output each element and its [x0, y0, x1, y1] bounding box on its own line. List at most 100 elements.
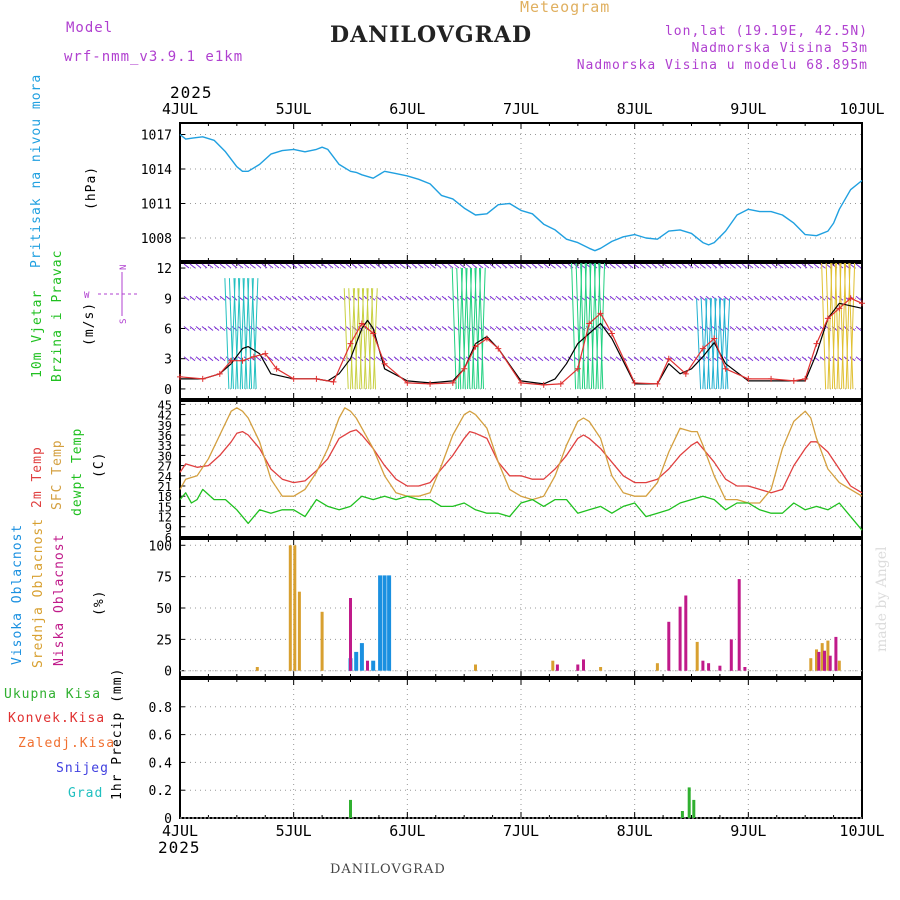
wind-barb [801, 326, 808, 331]
cloud-low-bar [684, 595, 688, 671]
wind-gust-marker [313, 375, 320, 382]
y-tick-label: 75 [156, 571, 172, 586]
wind-barb [273, 295, 280, 301]
wind-arrow [843, 262, 849, 389]
wind-barb [765, 263, 772, 269]
wind-barb [483, 295, 490, 301]
wind-gust-marker [347, 340, 354, 347]
wind-barb [255, 356, 262, 362]
panel-1: 0 3 6 9 12 [156, 262, 863, 400]
wind-barb [615, 356, 622, 362]
wind-barb [483, 356, 490, 362]
wind-barb [195, 295, 202, 301]
wind-barb [441, 326, 448, 331]
cloud-low-bar [737, 579, 741, 671]
footer-title: DANILOVGRAD [330, 862, 446, 877]
wind-barb [363, 263, 370, 269]
wind-barb [777, 356, 784, 362]
wind-barb [759, 295, 766, 301]
y-tick-label: 50 [156, 602, 172, 617]
cloud-high-bar [387, 575, 392, 671]
wind-barb [693, 295, 700, 301]
wind-barb [201, 295, 208, 301]
cloud-low-bar [823, 650, 826, 671]
wind-barb [615, 295, 622, 301]
wind-barb [831, 356, 838, 362]
wind-arrow [456, 268, 462, 389]
wind-barb [825, 263, 832, 269]
wind-barb [447, 263, 454, 269]
wind-barb [651, 263, 658, 269]
wind-barb [393, 356, 400, 362]
precip-total-bar [687, 787, 691, 818]
cloud-low-bar [667, 621, 671, 671]
panel-frame [179, 400, 863, 538]
wind-barb [651, 295, 658, 301]
precip-total-bar [680, 811, 684, 818]
wind-barb [381, 295, 388, 301]
wind-barb [195, 263, 202, 269]
precip-total-bar [349, 799, 352, 818]
wind-barb [759, 263, 766, 269]
wind-barb [375, 326, 382, 331]
wind-arrow [371, 288, 377, 389]
wind-arrow [584, 262, 590, 389]
wind-gust-marker [711, 335, 718, 342]
cloud-low-bar [729, 639, 733, 671]
y-tick-label: 9 [165, 521, 172, 535]
wind-barb [339, 356, 346, 362]
wind-arrow [238, 278, 244, 389]
wind-barb [549, 326, 556, 331]
y-tick-label: 36 [158, 429, 172, 443]
wind-barb [627, 326, 634, 331]
wind-barb [855, 326, 862, 331]
wind-barb [495, 263, 502, 269]
wind-arrow [228, 278, 234, 389]
wind-barb [285, 356, 292, 362]
wind-barb [807, 295, 814, 301]
wind-arrow [357, 288, 363, 389]
y-tick-label: 15 [158, 500, 172, 514]
wind-gust-marker [597, 310, 604, 317]
wind-barb [855, 295, 862, 301]
wind-arrow [598, 262, 604, 389]
y-tick-label: 39 [158, 419, 172, 433]
wind-gust-marker [404, 379, 411, 386]
wind-barb [207, 356, 214, 362]
cloud-mid-bar [255, 667, 259, 671]
wind-barb [435, 326, 442, 331]
wind-barb [495, 326, 502, 331]
wind-barb [309, 356, 316, 362]
wind-barb [435, 295, 442, 301]
wind-barb [807, 356, 814, 362]
wind-barb [231, 263, 238, 269]
wind-arrow [474, 268, 480, 389]
wind-barb [321, 295, 328, 301]
wind-barb [399, 263, 406, 269]
wind-barb [537, 295, 544, 301]
wind-gust-marker [216, 370, 223, 377]
wind-barb [483, 326, 490, 331]
y-tick-label: 3 [164, 353, 172, 368]
wind-barb [255, 263, 262, 269]
wind-barb [621, 263, 628, 269]
wind-barb [525, 263, 532, 269]
wind-gust-marker [586, 320, 593, 327]
wind-barb [777, 326, 784, 331]
wind-barb [711, 263, 718, 269]
wind-barb [699, 295, 706, 301]
wind-barb [291, 295, 298, 301]
wind-barb [507, 326, 514, 331]
wind-barb [189, 326, 196, 331]
wind-barb [573, 295, 580, 301]
wind-barb [729, 263, 736, 269]
wind-barb [561, 326, 568, 331]
wind-barb [255, 326, 262, 331]
y-tick-label: 1014 [141, 163, 172, 178]
wind-barb [789, 263, 796, 269]
wind-barb [681, 263, 688, 269]
wind-arrow [469, 268, 475, 389]
wind-barb [657, 326, 664, 331]
wind-barb [297, 326, 304, 331]
